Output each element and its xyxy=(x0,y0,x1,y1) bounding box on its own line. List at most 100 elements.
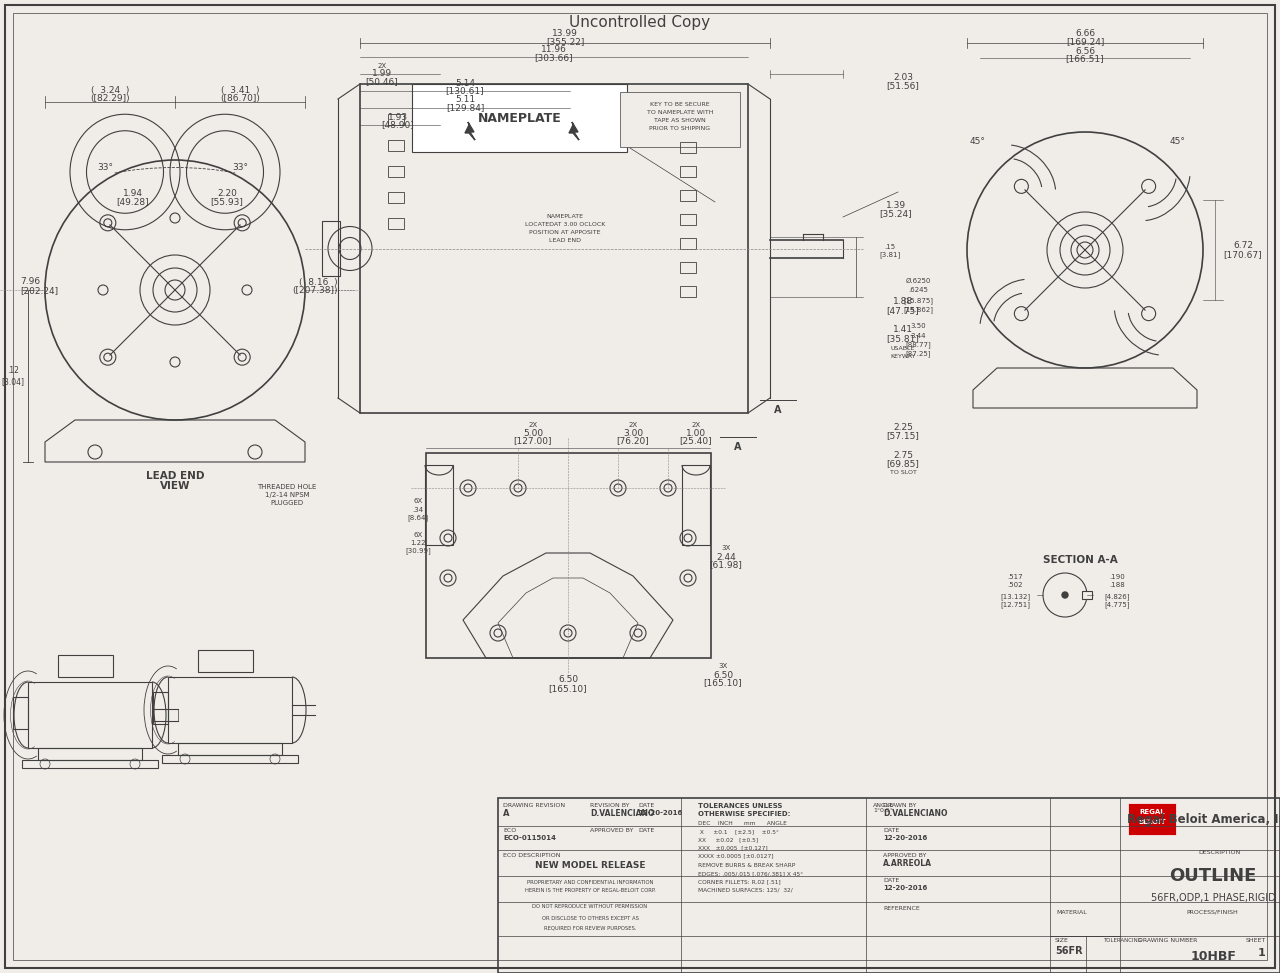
Text: .6245: .6245 xyxy=(908,286,928,293)
Text: TOLERANCES UNLESS: TOLERANCES UNLESS xyxy=(698,803,782,809)
Text: 6X: 6X xyxy=(413,498,422,504)
Text: 56FR,ODP,1 PHASE,RIGID: 56FR,ODP,1 PHASE,RIGID xyxy=(1151,893,1275,903)
Text: CORNER FILLETS: R.02 [.51]: CORNER FILLETS: R.02 [.51] xyxy=(698,879,781,884)
Text: REGAL: REGAL xyxy=(1139,809,1165,815)
Text: [15.875]: [15.875] xyxy=(902,297,933,304)
Text: (  3.41  ): ( 3.41 ) xyxy=(220,86,260,94)
Text: REMOVE BURRS & BREAK SHARP: REMOVE BURRS & BREAK SHARP xyxy=(698,863,795,868)
Text: 2X: 2X xyxy=(529,422,538,428)
Text: 2X: 2X xyxy=(691,422,700,428)
Bar xyxy=(163,755,298,763)
Text: 6.56: 6.56 xyxy=(1075,47,1096,55)
Text: A: A xyxy=(735,442,741,452)
Text: MATERIAL: MATERIAL xyxy=(1056,910,1087,915)
Text: NAMEPLATE: NAMEPLATE xyxy=(547,214,584,220)
Text: DATE: DATE xyxy=(883,878,900,883)
Polygon shape xyxy=(570,122,579,140)
Text: REQUIRED FOR REVIEW PURPOSES.: REQUIRED FOR REVIEW PURPOSES. xyxy=(544,925,636,930)
Text: [165.10]: [165.10] xyxy=(704,678,742,688)
Text: TO NAMEPLATE WITH: TO NAMEPLATE WITH xyxy=(646,110,713,115)
Bar xyxy=(680,166,696,177)
Text: [303.66]: [303.66] xyxy=(535,54,573,62)
Text: USABLE: USABLE xyxy=(891,345,915,350)
Text: DRAWN BY: DRAWN BY xyxy=(883,803,916,808)
Bar xyxy=(198,650,253,672)
Text: 5.11: 5.11 xyxy=(454,95,475,104)
Text: XXX   ±0.005  [±0.127]: XXX ±0.005 [±0.127] xyxy=(698,845,768,850)
Text: LEAD END: LEAD END xyxy=(549,238,581,243)
Text: [130.61]: [130.61] xyxy=(445,87,484,95)
Bar xyxy=(1128,803,1176,835)
Text: [3.81]: [3.81] xyxy=(879,252,901,259)
Text: 12-20-2016: 12-20-2016 xyxy=(883,885,927,891)
Text: 1.94: 1.94 xyxy=(123,189,143,198)
Text: 3.44: 3.44 xyxy=(910,333,925,339)
Text: Ø.6250: Ø.6250 xyxy=(905,277,931,283)
Text: [35.81]: [35.81] xyxy=(887,335,919,343)
Text: [169.24]: [169.24] xyxy=(1066,38,1105,47)
Text: NAMEPLATE: NAMEPLATE xyxy=(479,113,562,126)
Text: POSITION AT APPOSITE: POSITION AT APPOSITE xyxy=(529,231,600,235)
Bar xyxy=(680,214,696,225)
Bar xyxy=(168,677,292,743)
Polygon shape xyxy=(465,122,475,140)
Text: 1/2-14 NPSM: 1/2-14 NPSM xyxy=(265,492,310,498)
Text: [48.90]: [48.90] xyxy=(381,121,415,129)
Text: [4.826]: [4.826] xyxy=(1105,594,1130,600)
Text: 13.99: 13.99 xyxy=(552,28,579,38)
Text: .12
[3.04]: .12 [3.04] xyxy=(1,366,24,385)
Text: ([86.70]): ([86.70]) xyxy=(220,94,260,103)
Text: DATE: DATE xyxy=(637,828,654,833)
Text: [57.15]: [57.15] xyxy=(887,431,919,441)
Text: KEYWAY: KEYWAY xyxy=(891,353,915,358)
Text: 12-20-2016: 12-20-2016 xyxy=(883,835,927,841)
Text: .188: .188 xyxy=(1110,582,1125,588)
Text: 2.25: 2.25 xyxy=(893,422,913,431)
Bar xyxy=(620,92,740,147)
Text: DATE: DATE xyxy=(883,828,900,833)
Text: 33°: 33° xyxy=(232,162,248,171)
Text: 3X: 3X xyxy=(718,663,727,669)
Text: 45°: 45° xyxy=(1169,137,1185,147)
Text: REVISION BY: REVISION BY xyxy=(590,803,630,808)
Bar xyxy=(680,238,696,249)
Text: 3X: 3X xyxy=(722,545,731,551)
Text: A.ARREOLA: A.ARREOLA xyxy=(883,858,932,868)
Text: SIZE: SIZE xyxy=(1055,938,1069,943)
Text: (  3.24  ): ( 3.24 ) xyxy=(91,86,129,94)
Text: [12.751]: [12.751] xyxy=(1000,601,1030,608)
Text: 5.00: 5.00 xyxy=(524,428,543,438)
Text: 7.96: 7.96 xyxy=(20,277,40,286)
Text: 5.14: 5.14 xyxy=(454,79,475,88)
Bar xyxy=(360,84,748,413)
Bar xyxy=(154,692,168,724)
Text: .15: .15 xyxy=(884,244,896,250)
Text: SHEET: SHEET xyxy=(1245,938,1266,943)
Text: [127.00]: [127.00] xyxy=(513,437,552,446)
Text: APPROVED BY: APPROVED BY xyxy=(883,853,927,858)
Text: 6.66: 6.66 xyxy=(1075,28,1096,38)
Text: APPROVED BY: APPROVED BY xyxy=(590,828,634,833)
Text: TAPE AS SHOWN: TAPE AS SHOWN xyxy=(654,118,705,123)
Text: KEY TO BE SECURE: KEY TO BE SECURE xyxy=(650,101,710,106)
Text: .34: .34 xyxy=(412,507,424,513)
Text: 6X: 6X xyxy=(413,532,422,538)
Bar xyxy=(388,218,404,229)
Text: ECO-0115014: ECO-0115014 xyxy=(503,835,556,841)
Text: [165.10]: [165.10] xyxy=(549,684,588,694)
Text: 1.88: 1.88 xyxy=(893,298,913,306)
Text: [4.775]: [4.775] xyxy=(1105,601,1130,608)
Text: 6.50: 6.50 xyxy=(713,670,733,679)
Text: DEC    INCH      mm      ANGLE: DEC INCH mm ANGLE xyxy=(698,821,787,826)
Text: TO SLOT: TO SLOT xyxy=(890,471,916,476)
Text: OR DISCLOSE TO OTHERS EXCEPT AS: OR DISCLOSE TO OTHERS EXCEPT AS xyxy=(541,916,639,920)
Bar xyxy=(178,743,282,755)
Text: 45°: 45° xyxy=(969,137,984,147)
Text: [202.24]: [202.24] xyxy=(20,286,58,296)
Text: EDGES: .005/.015 [.076/.381] X 45°: EDGES: .005/.015 [.076/.381] X 45° xyxy=(698,871,804,876)
Bar xyxy=(425,465,453,545)
Text: 3.00: 3.00 xyxy=(623,428,643,438)
Text: ECO: ECO xyxy=(503,828,516,833)
Bar xyxy=(426,453,710,658)
Text: 1°0.5°: 1°0.5° xyxy=(873,809,893,813)
